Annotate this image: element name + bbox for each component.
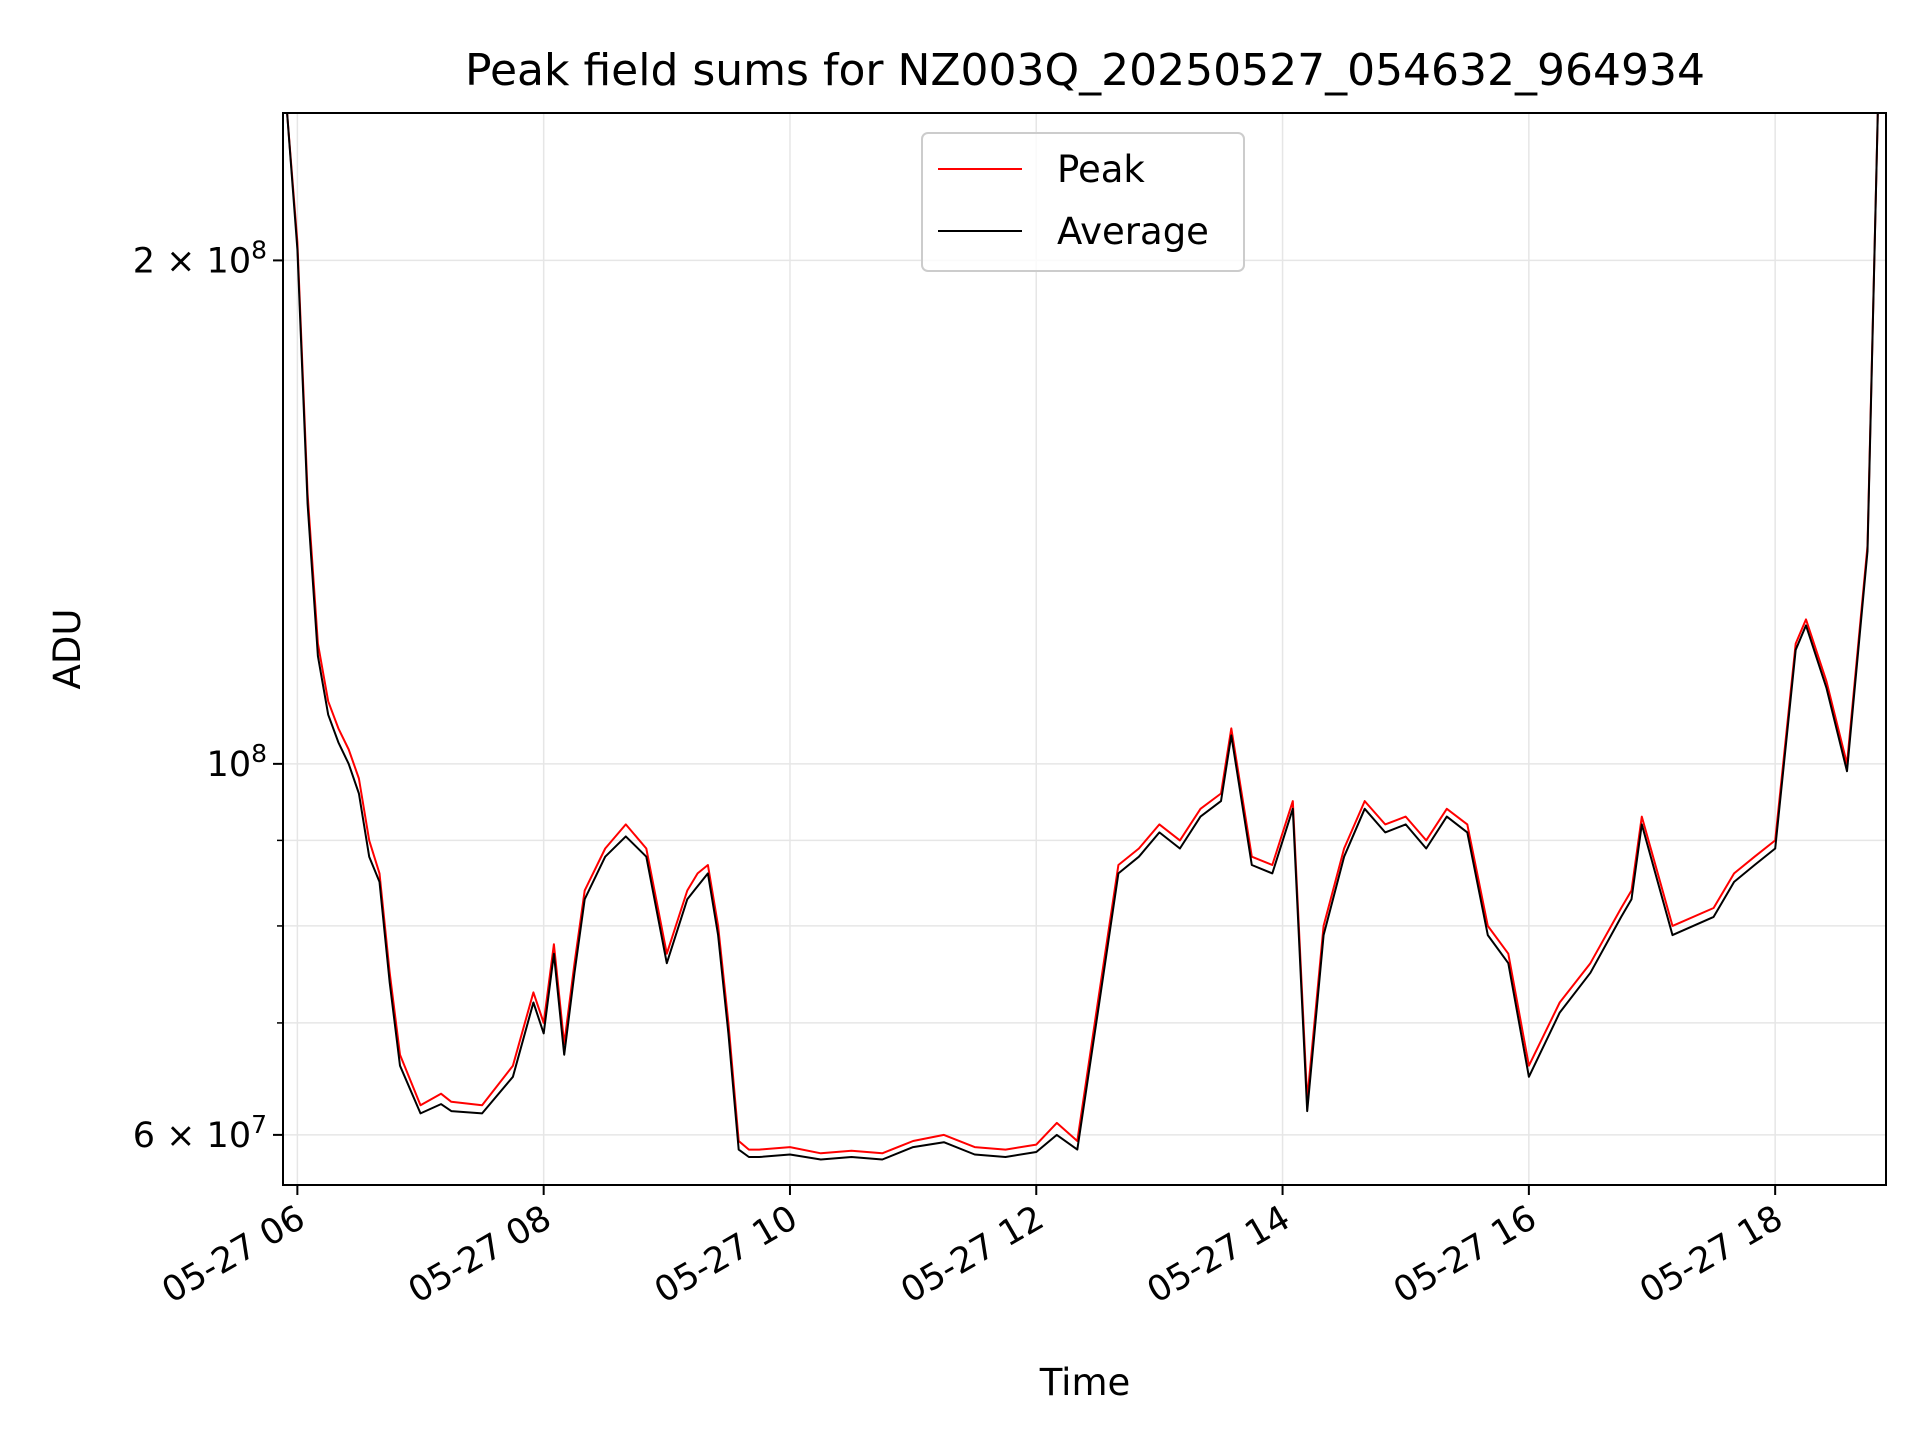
plot-frame [282,112,1887,1186]
legend: Peak Average [921,132,1245,272]
y-tick-label: 2 × 108 [133,235,267,281]
legend-box [921,132,1245,272]
series-line-peak [286,112,1879,1155]
y-tick-label: 6 × 107 [133,1110,267,1156]
plot-area [283,113,1886,1185]
y-axis-label: ADU [46,609,89,690]
chart-title: Peak field sums for NZ003Q_20250527_0546… [465,45,1705,96]
y-tick-label: 108 [207,739,267,785]
grid [283,113,1886,1185]
y-axis-ticks: 2 × 108 108 6 × 107 [133,235,283,1156]
legend-label-peak: Peak [1057,148,1145,191]
series-layer [286,112,1879,1161]
legend-label-average: Average [1057,210,1209,253]
x-axis-label: Time [1039,1361,1131,1404]
series-line-average [286,112,1879,1161]
